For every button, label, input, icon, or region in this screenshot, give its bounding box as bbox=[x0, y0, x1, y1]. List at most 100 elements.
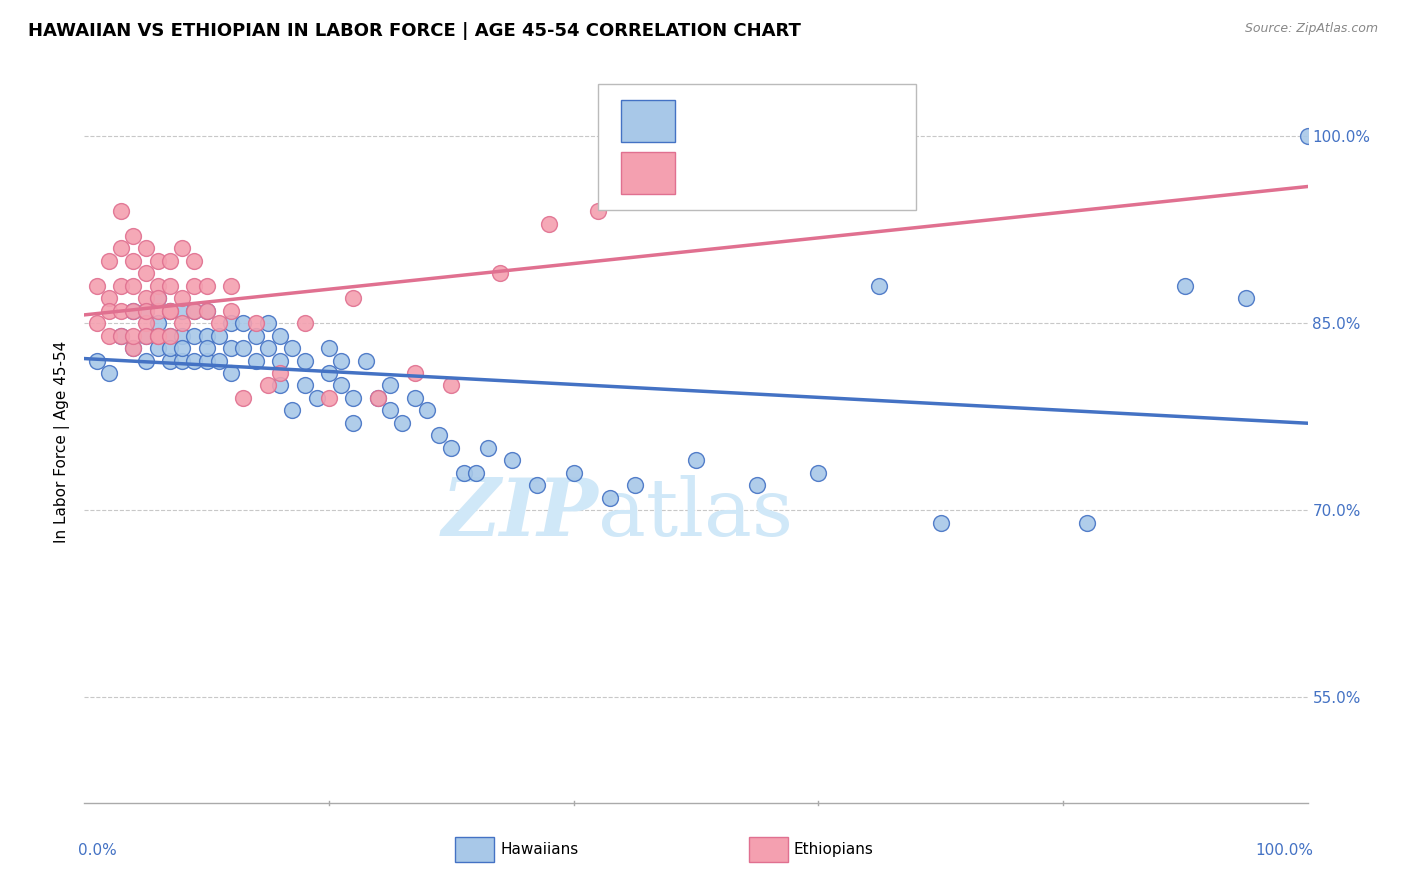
Point bbox=[172, 341, 194, 355]
Point bbox=[208, 316, 231, 330]
Text: 100.0%: 100.0% bbox=[1256, 843, 1313, 857]
Point bbox=[502, 453, 524, 467]
Point bbox=[195, 353, 218, 368]
Point bbox=[453, 466, 475, 480]
Point bbox=[427, 428, 450, 442]
Point bbox=[367, 391, 389, 405]
Point bbox=[330, 353, 353, 368]
Point bbox=[318, 341, 340, 355]
Point bbox=[183, 303, 205, 318]
Point bbox=[624, 478, 647, 492]
Point bbox=[195, 303, 218, 318]
Text: N = 77: N = 77 bbox=[804, 112, 872, 130]
Point bbox=[330, 378, 353, 392]
Point bbox=[305, 391, 328, 405]
Point bbox=[110, 242, 132, 256]
Text: HAWAIIAN VS ETHIOPIAN IN LABOR FORCE | AGE 45-54 CORRELATION CHART: HAWAIIAN VS ETHIOPIAN IN LABOR FORCE | A… bbox=[28, 22, 801, 40]
Point bbox=[135, 242, 157, 256]
FancyBboxPatch shape bbox=[621, 152, 675, 194]
Point bbox=[219, 341, 242, 355]
Point bbox=[159, 328, 181, 343]
Point bbox=[245, 316, 267, 330]
Point bbox=[281, 341, 304, 355]
Point bbox=[195, 341, 218, 355]
Point bbox=[269, 366, 291, 380]
Point bbox=[172, 291, 194, 305]
Point bbox=[110, 278, 132, 293]
Point bbox=[869, 278, 891, 293]
Point bbox=[97, 328, 120, 343]
Point bbox=[489, 266, 512, 280]
Point bbox=[219, 366, 242, 380]
Point bbox=[586, 204, 609, 219]
Point bbox=[219, 278, 242, 293]
Point bbox=[122, 229, 145, 244]
Point bbox=[159, 303, 181, 318]
Point bbox=[269, 328, 291, 343]
Point bbox=[380, 378, 402, 392]
Point bbox=[208, 353, 231, 368]
Point bbox=[269, 353, 291, 368]
Point bbox=[146, 316, 169, 330]
FancyBboxPatch shape bbox=[598, 84, 917, 211]
Point bbox=[342, 291, 364, 305]
Point bbox=[404, 366, 426, 380]
Point bbox=[135, 316, 157, 330]
Point bbox=[159, 303, 181, 318]
Y-axis label: In Labor Force | Age 45-54: In Labor Force | Age 45-54 bbox=[55, 341, 70, 542]
Point bbox=[159, 278, 181, 293]
Point bbox=[172, 328, 194, 343]
Point bbox=[232, 341, 254, 355]
Text: 0.0%: 0.0% bbox=[79, 843, 117, 857]
Point bbox=[685, 453, 707, 467]
Point bbox=[294, 316, 316, 330]
Point bbox=[195, 303, 218, 318]
Point bbox=[146, 278, 169, 293]
Point bbox=[1296, 129, 1319, 144]
Point bbox=[135, 328, 157, 343]
Point bbox=[110, 303, 132, 318]
Point bbox=[86, 353, 108, 368]
Point bbox=[257, 341, 280, 355]
Point bbox=[97, 303, 120, 318]
Point bbox=[159, 303, 181, 318]
Point bbox=[219, 303, 242, 318]
Point bbox=[122, 328, 145, 343]
Point bbox=[195, 278, 218, 293]
Point bbox=[232, 391, 254, 405]
Point bbox=[477, 441, 499, 455]
Point bbox=[281, 403, 304, 417]
Point bbox=[661, 167, 683, 181]
Point bbox=[183, 253, 205, 268]
Point bbox=[172, 316, 194, 330]
FancyBboxPatch shape bbox=[748, 838, 787, 862]
Point bbox=[416, 403, 439, 417]
Point bbox=[257, 378, 280, 392]
Point bbox=[747, 478, 769, 492]
Text: Hawaiians: Hawaiians bbox=[501, 842, 578, 857]
Text: N = 60: N = 60 bbox=[804, 164, 872, 182]
Point bbox=[380, 403, 402, 417]
Point bbox=[391, 416, 413, 430]
Point bbox=[269, 378, 291, 392]
Text: Ethiopians: Ethiopians bbox=[794, 842, 873, 857]
Point bbox=[1236, 291, 1258, 305]
Point bbox=[526, 478, 548, 492]
Point bbox=[404, 391, 426, 405]
Point bbox=[219, 316, 242, 330]
Point bbox=[342, 416, 364, 430]
Point bbox=[135, 353, 157, 368]
Point bbox=[135, 291, 157, 305]
Text: R = 0.510: R = 0.510 bbox=[686, 164, 785, 182]
Point bbox=[110, 204, 132, 219]
Point bbox=[367, 391, 389, 405]
Point bbox=[232, 316, 254, 330]
Point bbox=[599, 491, 621, 505]
Point bbox=[97, 366, 120, 380]
Point bbox=[86, 316, 108, 330]
Point bbox=[86, 278, 108, 293]
Point bbox=[146, 328, 169, 343]
Point bbox=[440, 378, 463, 392]
Point bbox=[294, 378, 316, 392]
Point bbox=[172, 303, 194, 318]
